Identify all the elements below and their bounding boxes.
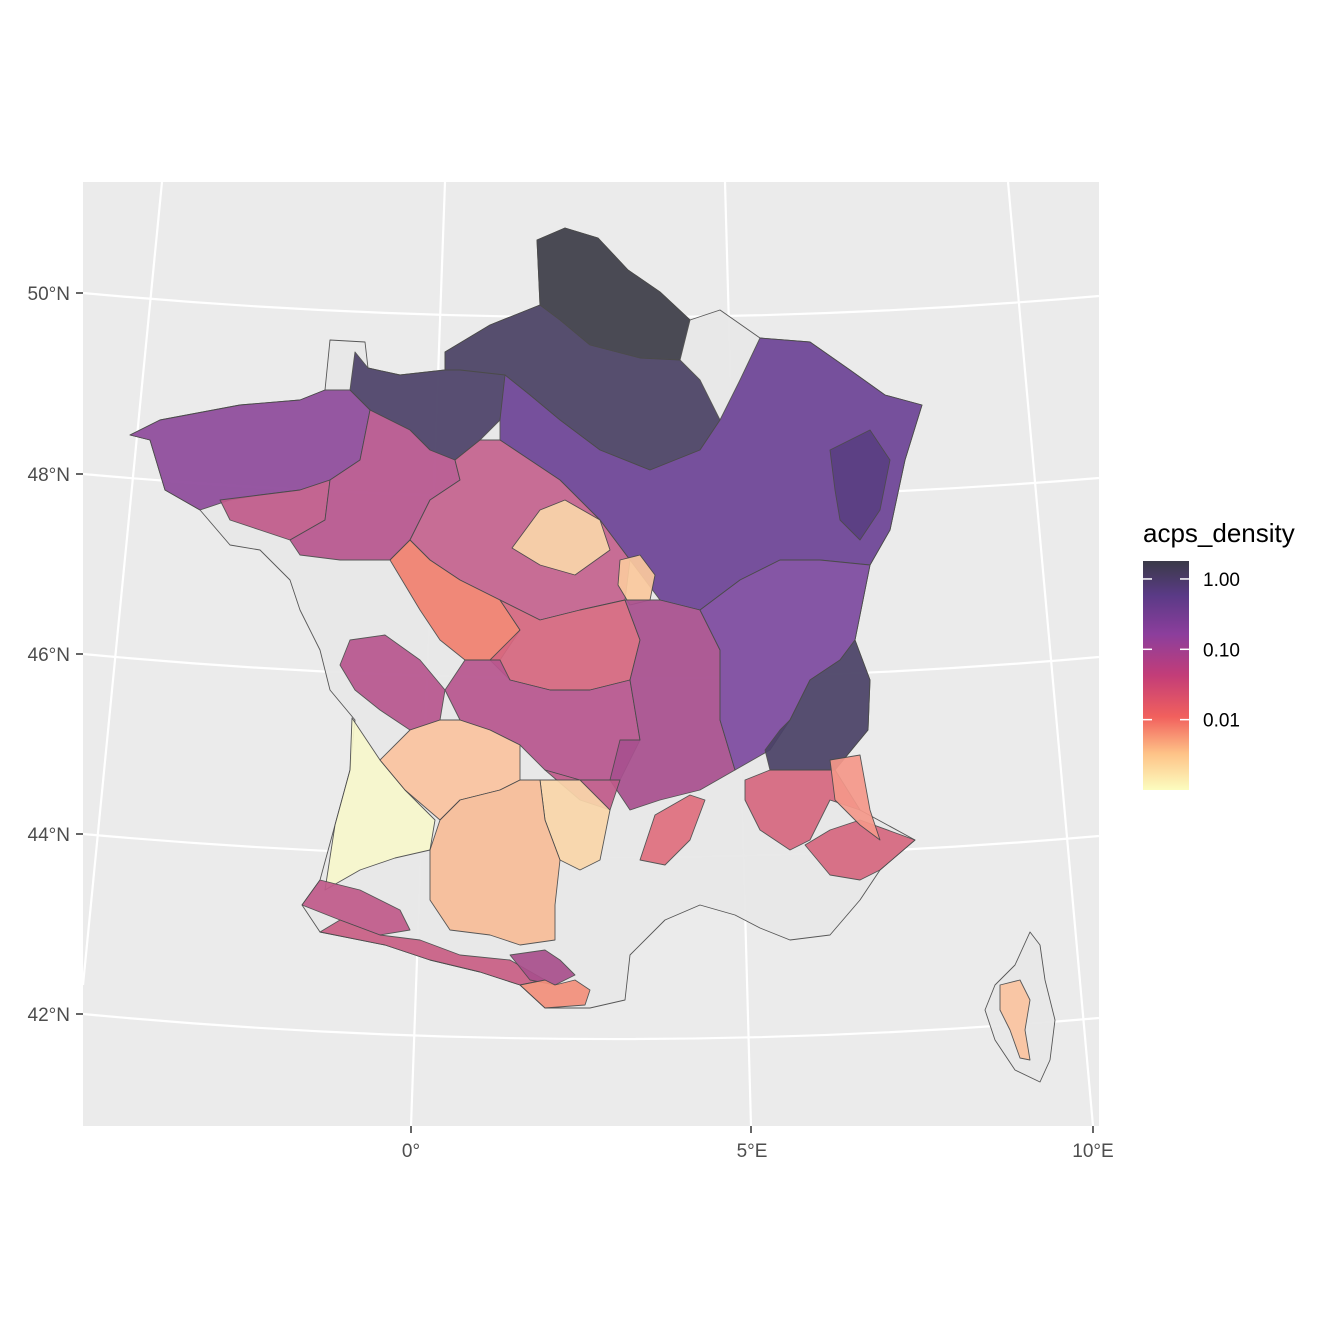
lat-axis: 50°N 48°N 46°N 44°N 42°N: [28, 284, 83, 1026]
legend: acps_density 1.00 0.10 0.01: [1143, 518, 1295, 790]
lat-label-48: 48°N: [28, 465, 70, 486]
lat-label-46: 46°N: [28, 645, 70, 666]
region-provence: [804, 819, 916, 881]
region-jura: [829, 429, 891, 541]
legend-title: acps_density: [1143, 518, 1295, 548]
lat-label-44: 44°N: [28, 825, 70, 846]
lat-label-50: 50°N: [28, 284, 70, 305]
region-roussillon: [519, 979, 591, 1009]
lon-label-0: 0°: [402, 1141, 420, 1162]
lon-label-5e: 5°E: [737, 1141, 768, 1162]
region-pyrenees-east: [509, 949, 576, 986]
region-limousin: [489, 599, 641, 691]
region-drome: [829, 754, 881, 841]
legend-tick-label-1: 0.10: [1203, 640, 1240, 661]
region-corsica-peach: [999, 979, 1031, 1061]
region-midi: [429, 779, 561, 946]
legend-colorbar: [1143, 561, 1189, 790]
region-centre-light: [511, 499, 611, 576]
legend-tick-label-2: 0.01: [1203, 711, 1240, 732]
lat-label-42: 42°N: [28, 1005, 70, 1026]
lon-axis: 0° 5°E 10°E: [402, 1126, 1114, 1162]
region-rhone-south: [744, 769, 861, 851]
region-alps: [764, 639, 871, 771]
region-gard: [639, 794, 706, 866]
lon-label-10e: 10°E: [1072, 1141, 1113, 1162]
legend-tick-label-0: 1.00: [1203, 570, 1240, 591]
regions: [129, 227, 1056, 1083]
